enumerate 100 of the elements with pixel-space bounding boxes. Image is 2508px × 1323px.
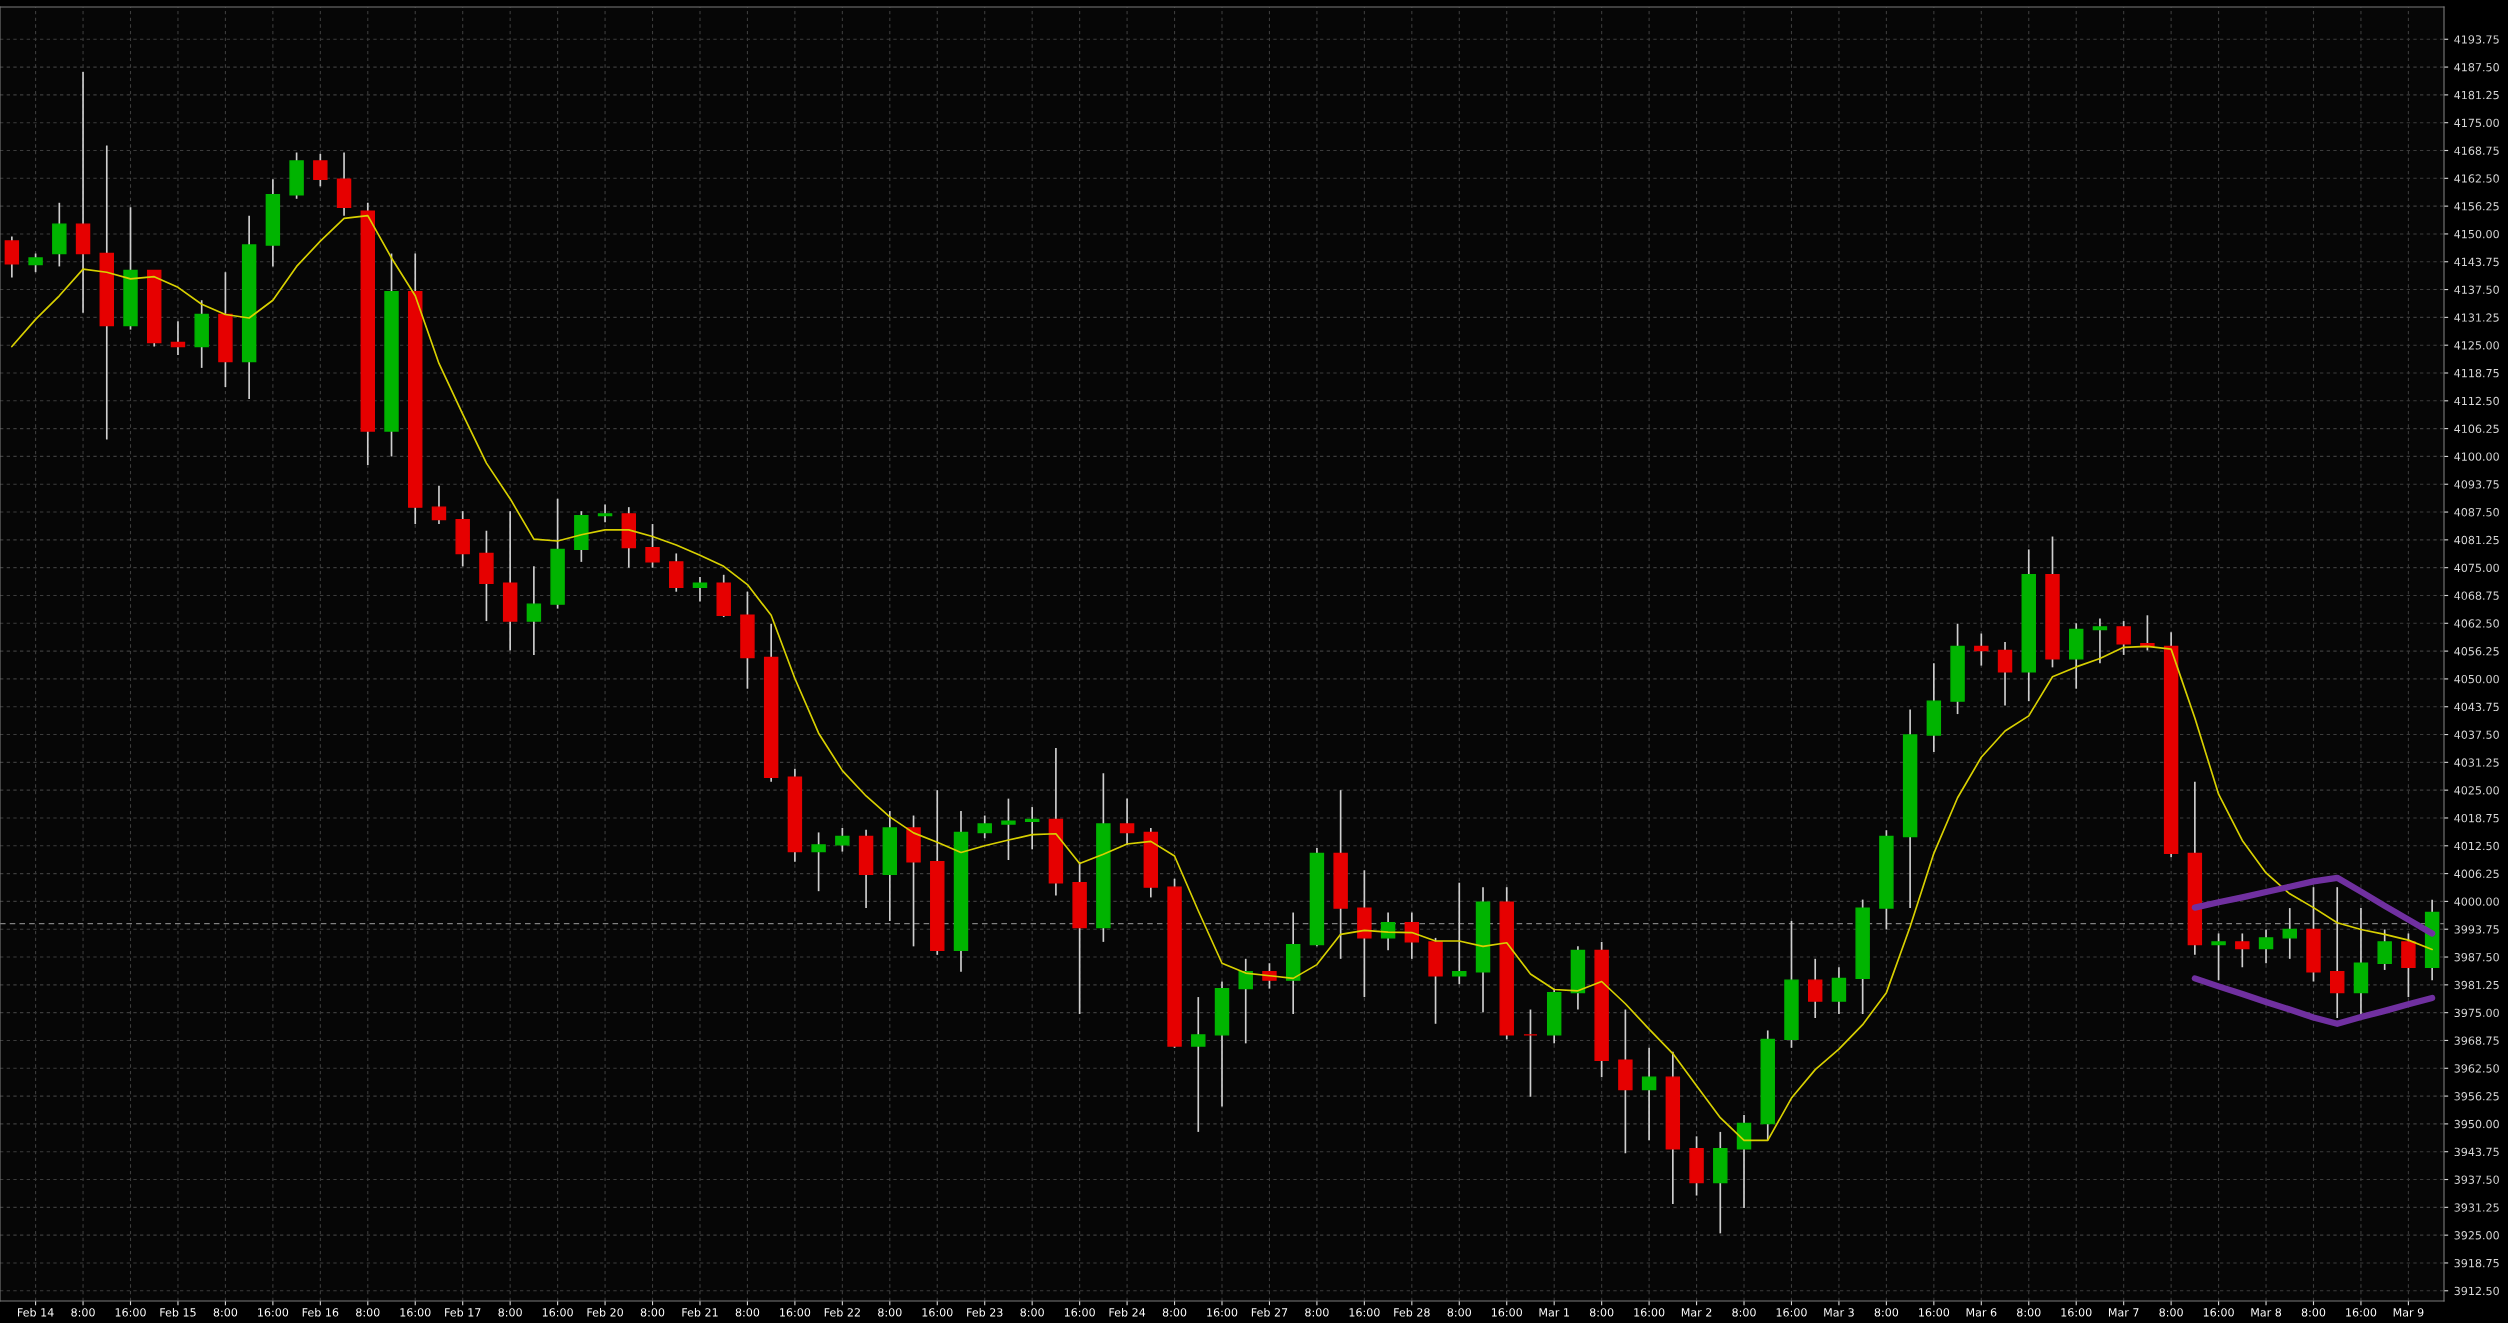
y-tick-label: 3962.50 — [2454, 1064, 2499, 1073]
candlestick — [2211, 932, 2226, 982]
x-tick-label: Feb 17 — [445, 1307, 481, 1317]
candlestick — [835, 827, 850, 853]
x-tick-label: 8:00 — [356, 1308, 380, 1317]
candlestick — [1523, 1008, 1538, 1098]
x-tick-label: 16:00 — [400, 1308, 431, 1317]
candlestick — [1641, 1046, 1657, 1142]
x-tick-label: Feb 22 — [824, 1307, 860, 1317]
y-tick-label: 3993.75 — [2454, 925, 2499, 934]
y-tick-label: 4156.25 — [2454, 202, 2499, 211]
x-tick-label: 8:00 — [1732, 1308, 1756, 1317]
y-tick-label: 4193.75 — [2454, 35, 2499, 44]
candlestick — [526, 565, 542, 656]
candlestick — [2377, 928, 2392, 971]
y-tick-label: 4068.75 — [2454, 591, 2499, 600]
x-tick-label: 8:00 — [1305, 1308, 1329, 1317]
y-tick-label: 4043.75 — [2454, 702, 2499, 712]
x-tick-label: 8:00 — [2301, 1308, 2326, 1317]
y-tick-label: 4093.75 — [2454, 480, 2499, 489]
candlestick — [313, 153, 328, 188]
x-tick-label: Feb 28 — [1394, 1307, 1430, 1317]
candlestick — [811, 831, 826, 893]
y-tick-label: 3918.75 — [2454, 1258, 2499, 1268]
y-tick-label: 4112.50 — [2454, 396, 2499, 406]
y-tick-label: 3968.75 — [2454, 1036, 2499, 1045]
x-tick-label: 8:00 — [213, 1308, 238, 1317]
y-tick-label: 4062.50 — [2454, 619, 2499, 628]
candlestick — [2235, 932, 2250, 969]
x-tick-label: 8:00 — [71, 1308, 95, 1317]
x-tick-label: 16:00 — [1207, 1308, 1238, 1317]
candlestick — [4, 235, 20, 279]
x-tick-label: Feb 23 — [967, 1307, 1003, 1317]
y-tick-label: 4000.00 — [2454, 897, 2499, 906]
x-tick-label: 8:00 — [2159, 1308, 2183, 1317]
candlestick — [1997, 641, 2013, 707]
x-tick-label: 8:00 — [1447, 1308, 1472, 1317]
candlestick — [2092, 617, 2108, 665]
y-tick-label: 4012.50 — [2454, 841, 2499, 851]
x-tick-label: Feb 20 — [587, 1307, 623, 1317]
x-tick-label: Mar 8 — [2251, 1308, 2282, 1317]
y-tick-label: 4037.50 — [2454, 730, 2499, 739]
x-tick-label: 8:00 — [1874, 1308, 1899, 1317]
candlestick — [1024, 806, 1040, 851]
candlestick — [1807, 957, 1823, 1019]
x-tick-label: Feb 21 — [682, 1307, 718, 1317]
candlestick — [1191, 996, 1206, 1133]
candlestick — [1404, 911, 1420, 960]
x-tick-label: 8:00 — [2017, 1308, 2041, 1317]
y-tick-label: 3937.50 — [2454, 1175, 2499, 1184]
y-tick-label: 4118.75 — [2454, 368, 2499, 378]
y-tick-label: 3912.50 — [2454, 1286, 2499, 1296]
x-tick-label: Mar 9 — [2393, 1308, 2424, 1317]
x-tick-label: 16:00 — [258, 1308, 289, 1317]
line-series — [11, 214, 2433, 1142]
candlestick — [2330, 886, 2345, 1019]
y-tick-label: 4025.00 — [2454, 786, 2499, 795]
y-tick-label: 4137.50 — [2454, 285, 2499, 294]
y-tick-label: 4125.00 — [2454, 341, 2499, 350]
y-tick-label: 4006.25 — [2454, 869, 2499, 878]
y-tick-label: 3931.25 — [2454, 1203, 2499, 1212]
y-tick-label: 4106.25 — [2454, 424, 2499, 433]
x-tick-label: 16:00 — [922, 1308, 953, 1317]
x-tick-label: 16:00 — [542, 1308, 573, 1317]
y-tick-label: 3981.25 — [2454, 980, 2499, 990]
candlestick — [28, 252, 43, 274]
candlestick — [597, 503, 613, 524]
x-tick-label: 8:00 — [1589, 1308, 1614, 1317]
x-tick-label: Mar 1 — [1539, 1308, 1569, 1317]
y-tick-label: 4168.75 — [2454, 146, 2499, 155]
x-tick-label: Feb 24 — [1109, 1307, 1146, 1317]
y-tick-label: 3987.50 — [2454, 953, 2499, 962]
x-tick-label: Feb 14 — [18, 1307, 54, 1317]
y-tick-label: 4087.50 — [2454, 508, 2499, 517]
y-tick-label: 4187.50 — [2454, 63, 2499, 72]
candlestick — [692, 576, 708, 603]
candlestick — [977, 814, 992, 840]
x-tick-label: 8:00 — [878, 1308, 902, 1317]
candlestick — [1001, 797, 1016, 861]
candlestick — [1974, 632, 1989, 667]
x-tick-label: 16:00 — [1919, 1308, 1950, 1317]
x-tick-label: 8:00 — [640, 1308, 665, 1317]
y-tick-label: 4143.75 — [2454, 257, 2499, 267]
x-tick-label: 16:00 — [1634, 1308, 1665, 1317]
candlestick — [2282, 907, 2297, 960]
y-tick-label: 4162.50 — [2454, 174, 2499, 183]
y-tick-label: 4081.25 — [2454, 535, 2499, 545]
x-tick-label: 16:00 — [1776, 1308, 1807, 1317]
y-tick-label: 4175.00 — [2454, 118, 2499, 128]
y-tick-label: 3956.25 — [2454, 1092, 2499, 1101]
x-tick-label: 16:00 — [115, 1308, 146, 1317]
x-tick-label: 8:00 — [735, 1308, 760, 1317]
x-tick-label: Feb 27 — [1251, 1307, 1288, 1317]
candlestick — [1831, 966, 1847, 1015]
y-tick-label: 4075.00 — [2454, 563, 2499, 573]
x-tick-label: 16:00 — [1349, 1308, 1380, 1317]
y-tick-label: 3950.00 — [2454, 1119, 2499, 1129]
x-tick-label: Feb 16 — [302, 1307, 339, 1317]
candlestick — [431, 484, 447, 525]
y-tick-label: 4131.25 — [2454, 313, 2499, 322]
